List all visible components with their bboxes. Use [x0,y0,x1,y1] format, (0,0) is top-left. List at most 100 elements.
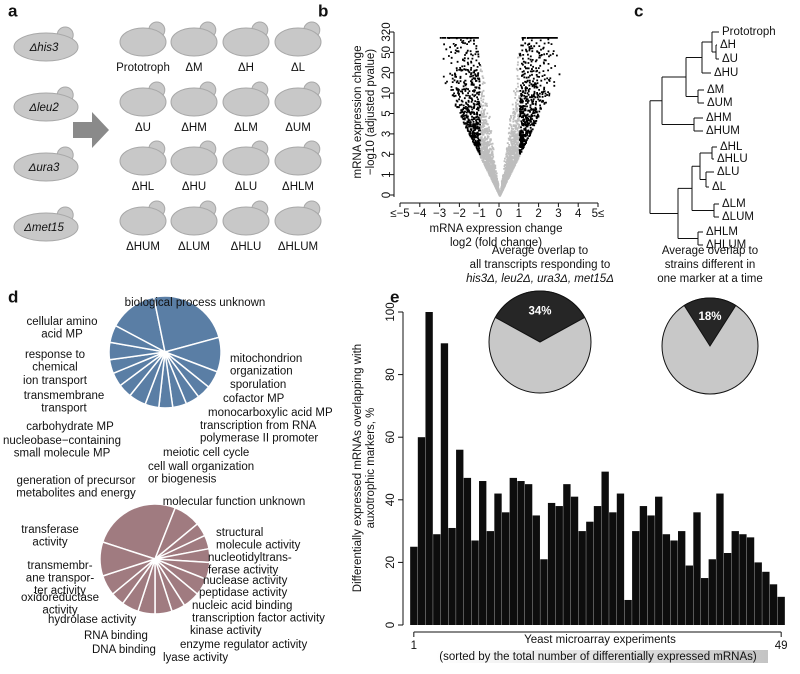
cell [222,87,270,117]
panel-label: b [318,1,328,20]
strain-combination: ΔHL [132,181,155,193]
cell [170,87,218,117]
pie-slice [108,324,166,353]
pie-title: one marker at a time [657,273,762,285]
cell [274,206,322,236]
cell [13,212,79,242]
bar [746,537,755,625]
pie-label: carbohydrate MP [26,421,114,433]
tree-leaf: ΔUM [707,97,733,109]
pie-label: lyase activity [163,652,228,664]
bar [639,506,648,625]
bar [456,449,464,625]
pie-slice [152,295,220,353]
cell [274,27,322,57]
bar [547,502,556,625]
pie-label: oxidoreductase [21,592,99,604]
pie-label: peptidase activity [199,587,287,599]
tree-leaf: Prototroph [722,26,776,38]
pie-label: ferase activity [208,565,279,577]
pie-label: RNA binding [84,630,148,642]
arrow [73,112,109,148]
pie-label: generation of precursor [17,475,136,487]
cell [170,146,218,176]
tree-leaf: ΔHL [720,141,743,153]
y-tick-label: 100 [385,302,397,321]
pie-label: sporulation [230,379,286,391]
bar [739,534,747,625]
bar [593,506,602,625]
cell [119,146,167,176]
y-tick-label: 0 [381,192,393,198]
cell [222,206,270,236]
tree-leaf: ΔU [722,53,738,65]
pie-title: Average overlap to [662,245,758,257]
pie-label: response to [25,349,85,361]
pie-label: cell wall organization [148,461,254,473]
strain-combination: ΔHU [182,181,206,193]
y-axis-label: Differentially expressed mRNAs overlappi… [352,344,364,592]
pie-title: all transcripts responding to [470,259,611,271]
bar [624,599,632,625]
volcano-cloud [439,37,561,156]
cell [274,146,322,176]
x-tick-label: 5≤ [592,208,605,220]
strain-combination: ΔLU [235,181,257,193]
strain-label: Δhis3 [29,42,59,54]
bar [425,312,433,625]
x-tick-label: 0 [496,208,502,220]
pie-slice [683,297,737,347]
pie-label: structural [216,527,263,539]
pie-label: chemical [32,362,77,374]
bar [440,343,449,625]
pie-label: organization [230,366,293,378]
bar [433,534,441,625]
pie-label: ter activity [34,585,86,597]
y-tick-label: 0 [385,622,397,628]
bar [700,578,709,625]
x-tick-label: −4 [413,208,427,220]
bar [524,484,533,625]
pie-label: acid MP [41,329,83,341]
pie-title: his3Δ, leu2Δ, ura3Δ, met15Δ [466,273,614,285]
x-tick-label: 4 [575,208,582,220]
bar [501,512,510,625]
y-tick-label: 1 [381,171,393,177]
strain-combination: ΔL [291,62,306,74]
strain-label: Δura3 [28,162,60,174]
bar [655,496,663,625]
bar [410,546,418,625]
tree-leaf: ΔLU [717,166,739,178]
x-tick-label: 3 [555,208,561,220]
pie-label: kinase activity [190,625,262,637]
pie-label: mitochondrion [230,353,302,365]
strain-combination: ΔHUM [126,241,160,253]
x-axis-label: Yeast microarray experiments [524,634,676,646]
tree-leaf: ΔM [707,84,724,96]
y-tick-label: 10 [381,87,393,100]
x-axis-label: log2 (fold change) [450,237,542,249]
panel-label: d [8,287,18,306]
panel-label: c [634,1,643,20]
cell [13,32,79,62]
bar [670,540,678,625]
bar [540,559,548,625]
y-tick-label: 20 [385,556,397,569]
x-tick-label: −1 [473,208,486,220]
strain-combination: ΔLUM [178,241,210,253]
pie-label: DNA binding [92,644,156,656]
pie-label: molecular function unknown [163,496,306,508]
x-tick-label: −3 [433,208,446,220]
pie-label: activity [42,605,77,617]
pie-label: nucleotidyltrans- [208,552,292,564]
strain-combination: ΔM [185,62,202,74]
bar [494,493,502,625]
pie-title: Average overlap to [492,245,588,257]
y-axis-label: auxotrophic markers, % [365,408,377,529]
strain-combination: ΔHM [181,122,207,134]
pie-label: molecule activity [216,540,301,552]
pie-slice [494,290,586,343]
volcano-cloud [479,52,521,197]
